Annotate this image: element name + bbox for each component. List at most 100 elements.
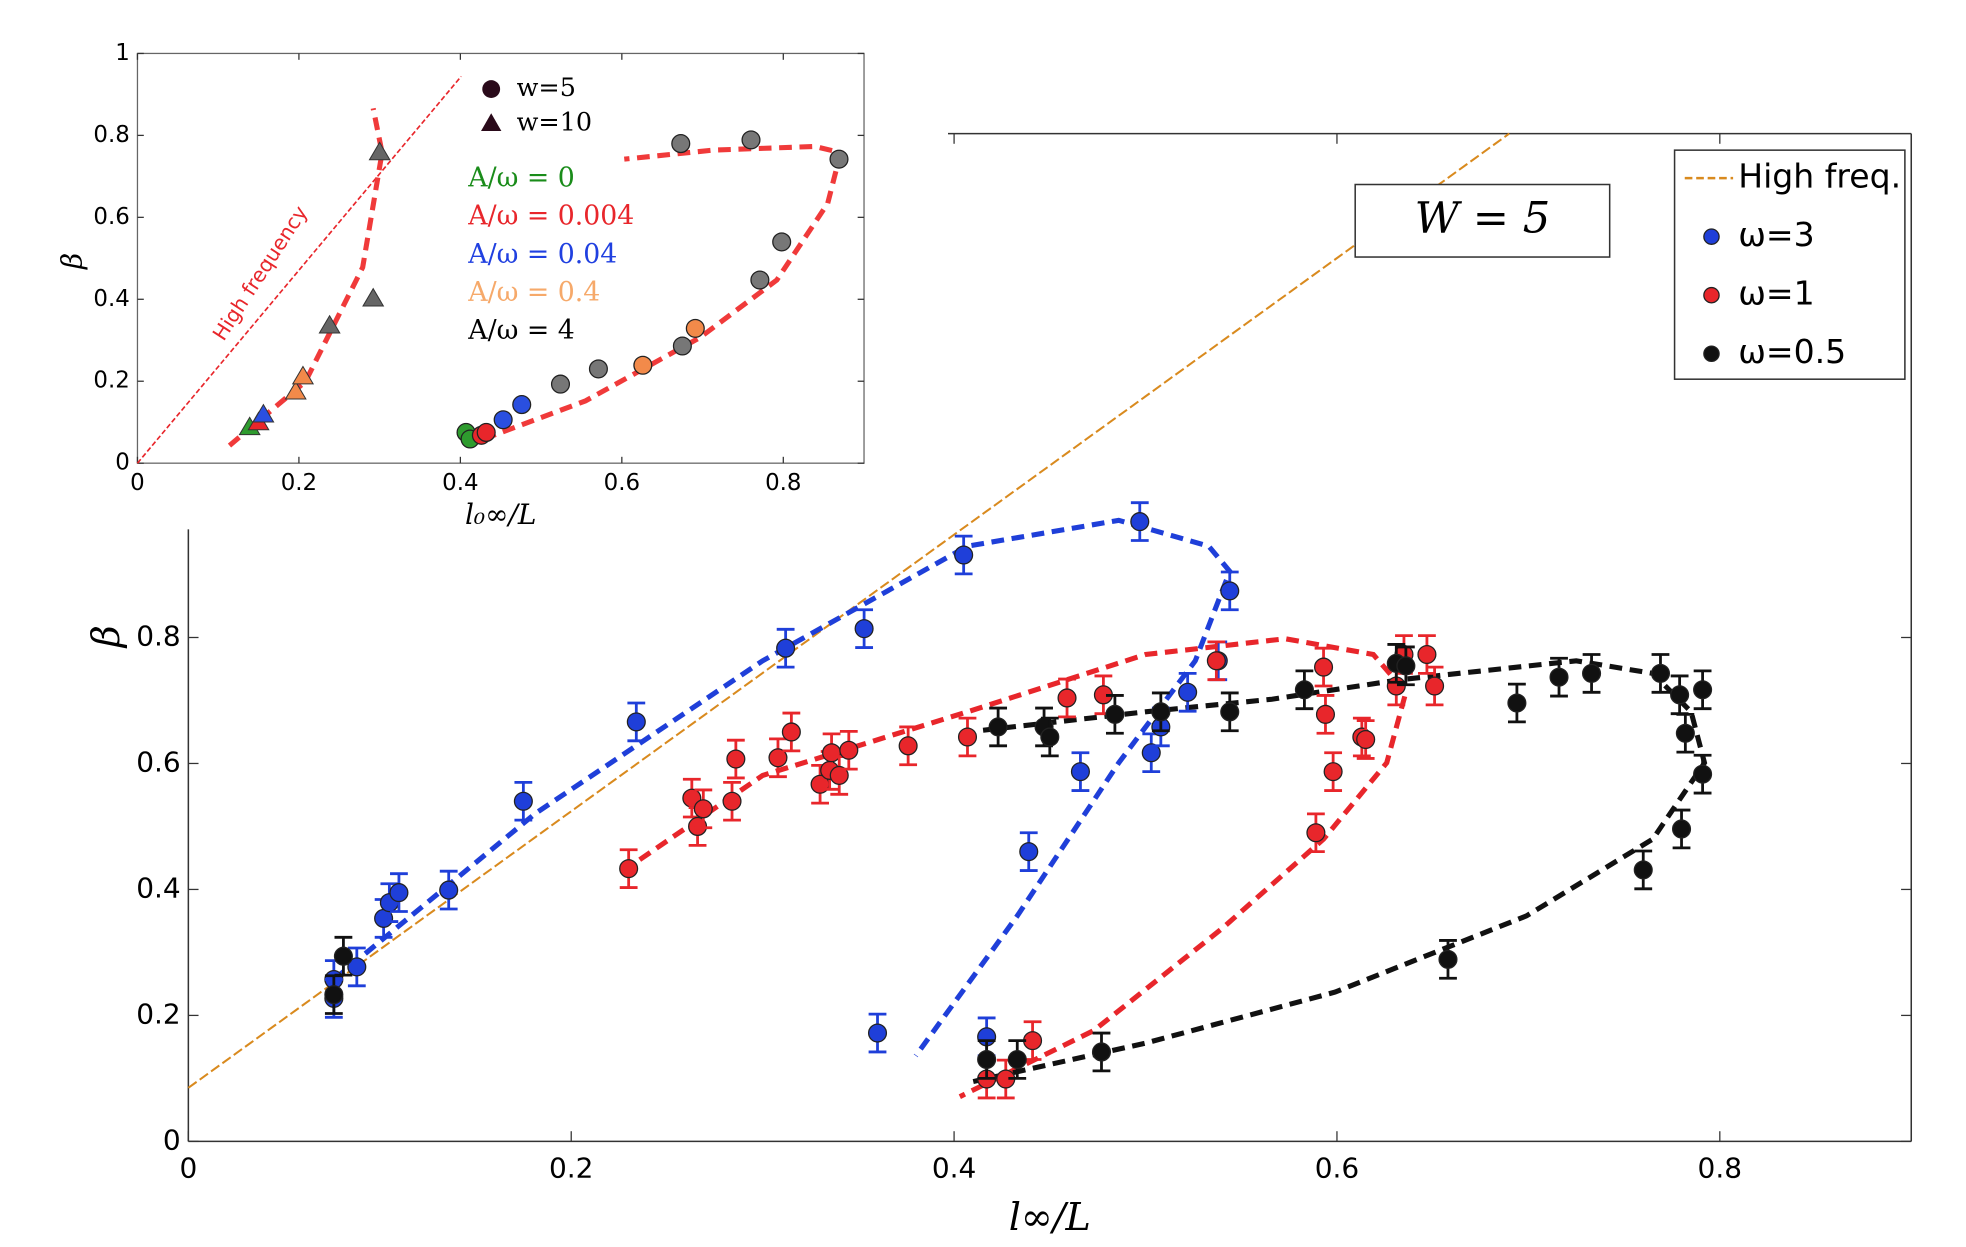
point-marker xyxy=(1306,823,1326,843)
point-marker xyxy=(1670,685,1690,705)
point-marker xyxy=(1582,663,1602,683)
point-marker xyxy=(685,318,705,338)
legend-swatch xyxy=(481,113,502,132)
point-marker xyxy=(1633,860,1653,880)
fit-curve xyxy=(227,107,385,448)
y-tick-label: 0.8 xyxy=(136,619,181,652)
point-marker xyxy=(476,422,496,442)
triangle-marker xyxy=(284,380,307,400)
point-marker xyxy=(1178,682,1198,702)
legend-label: A/ω = 0.04 xyxy=(467,239,617,270)
fit-curve xyxy=(332,517,1233,1058)
point-marker xyxy=(822,743,842,763)
point-marker xyxy=(829,765,849,785)
legend-label: A/ω = 0.4 xyxy=(467,277,600,308)
point-marker xyxy=(898,736,918,756)
fit-curve xyxy=(482,143,844,442)
legend-label: High freq. xyxy=(1738,157,1901,196)
point-marker xyxy=(1315,704,1336,724)
x-tick-label: 0.8 xyxy=(765,470,801,496)
legend-label: w=10 xyxy=(517,106,592,136)
point-marker xyxy=(1507,693,1527,713)
legend-label: ω=1 xyxy=(1738,274,1814,313)
point-marker xyxy=(772,232,792,252)
point-marker xyxy=(1070,762,1090,782)
point-marker xyxy=(671,134,691,154)
point-marker xyxy=(1671,819,1692,839)
point-marker xyxy=(1425,676,1445,696)
point-marker xyxy=(693,799,713,819)
point-marker xyxy=(1130,512,1150,532)
annotation: W = 5 xyxy=(1415,193,1551,243)
point-marker xyxy=(1220,702,1240,722)
point-marker xyxy=(776,638,796,658)
x-tick-label: 0.6 xyxy=(1315,1151,1360,1184)
plot-frame xyxy=(136,52,865,464)
point-marker xyxy=(1007,1049,1027,1070)
point-marker xyxy=(1023,1031,1043,1051)
point-marker xyxy=(1323,762,1343,782)
point-marker xyxy=(1314,657,1334,677)
fit-curve xyxy=(972,658,1708,1085)
point-marker xyxy=(347,957,367,977)
legend-swatch xyxy=(1703,228,1720,245)
point-marker xyxy=(1057,688,1077,708)
annotation-box xyxy=(1354,183,1611,258)
point-marker xyxy=(1019,842,1039,862)
legend-label: ω=3 xyxy=(1738,215,1814,254)
legend-label: A/ω = 0.004 xyxy=(467,201,634,232)
point-marker xyxy=(1091,1042,1112,1062)
y-axis-label: β xyxy=(85,625,129,649)
point-marker xyxy=(1151,702,1171,722)
x-tick-label: 0.6 xyxy=(604,470,640,496)
point-marker xyxy=(829,149,849,169)
point-marker xyxy=(1438,949,1458,969)
point-marker xyxy=(954,545,974,565)
legend-label: A/ω = 4 xyxy=(467,315,574,346)
point-marker xyxy=(493,410,513,430)
legend-label: w=5 xyxy=(517,72,576,102)
point-marker xyxy=(977,1049,997,1070)
y-tick-label: 0.6 xyxy=(136,745,181,778)
x-tick-label: 0.4 xyxy=(932,1151,977,1184)
triangle-marker xyxy=(318,314,341,334)
point-marker xyxy=(1206,651,1226,671)
x-tick-label: 0.8 xyxy=(1698,1151,1743,1184)
legend-swatch xyxy=(482,80,501,98)
point-marker xyxy=(768,748,788,768)
point-marker xyxy=(1356,729,1376,750)
point-marker xyxy=(626,712,646,732)
point-marker xyxy=(957,727,978,747)
x-axis-label: l∞/L xyxy=(1009,1196,1091,1240)
x-tick-label: 0.4 xyxy=(442,470,478,496)
point-marker xyxy=(1417,644,1437,665)
point-marker xyxy=(333,946,353,966)
fit-curve xyxy=(621,636,1409,1099)
y-tick-label: 0.8 xyxy=(93,122,129,148)
point-marker xyxy=(588,359,608,379)
point-marker xyxy=(722,791,742,811)
point-marker xyxy=(324,985,344,1005)
y-tick-label: 0.4 xyxy=(93,286,129,312)
point-marker xyxy=(439,880,459,900)
point-marker xyxy=(633,355,653,375)
legend-label: A/ω = 0 xyxy=(467,162,574,193)
x-tick-label: 0 xyxy=(179,1151,197,1184)
x-tick-label: 0 xyxy=(130,470,145,496)
point-marker xyxy=(512,395,532,415)
y-tick-label: 1 xyxy=(115,40,130,66)
point-marker xyxy=(854,619,874,639)
point-marker xyxy=(1141,743,1161,763)
point-marker xyxy=(619,859,639,879)
point-marker xyxy=(389,883,409,903)
point-marker xyxy=(1693,764,1713,784)
point-marker xyxy=(1294,680,1314,700)
y-tick-label: 0.6 xyxy=(93,204,129,230)
triangle-marker xyxy=(291,365,315,385)
y-tick-label: 0.2 xyxy=(136,997,181,1030)
triangle-marker xyxy=(368,141,391,161)
y-tick-label: 0 xyxy=(115,450,130,476)
triangle-marker xyxy=(252,403,275,423)
x-tick-label: 0.2 xyxy=(281,470,317,496)
